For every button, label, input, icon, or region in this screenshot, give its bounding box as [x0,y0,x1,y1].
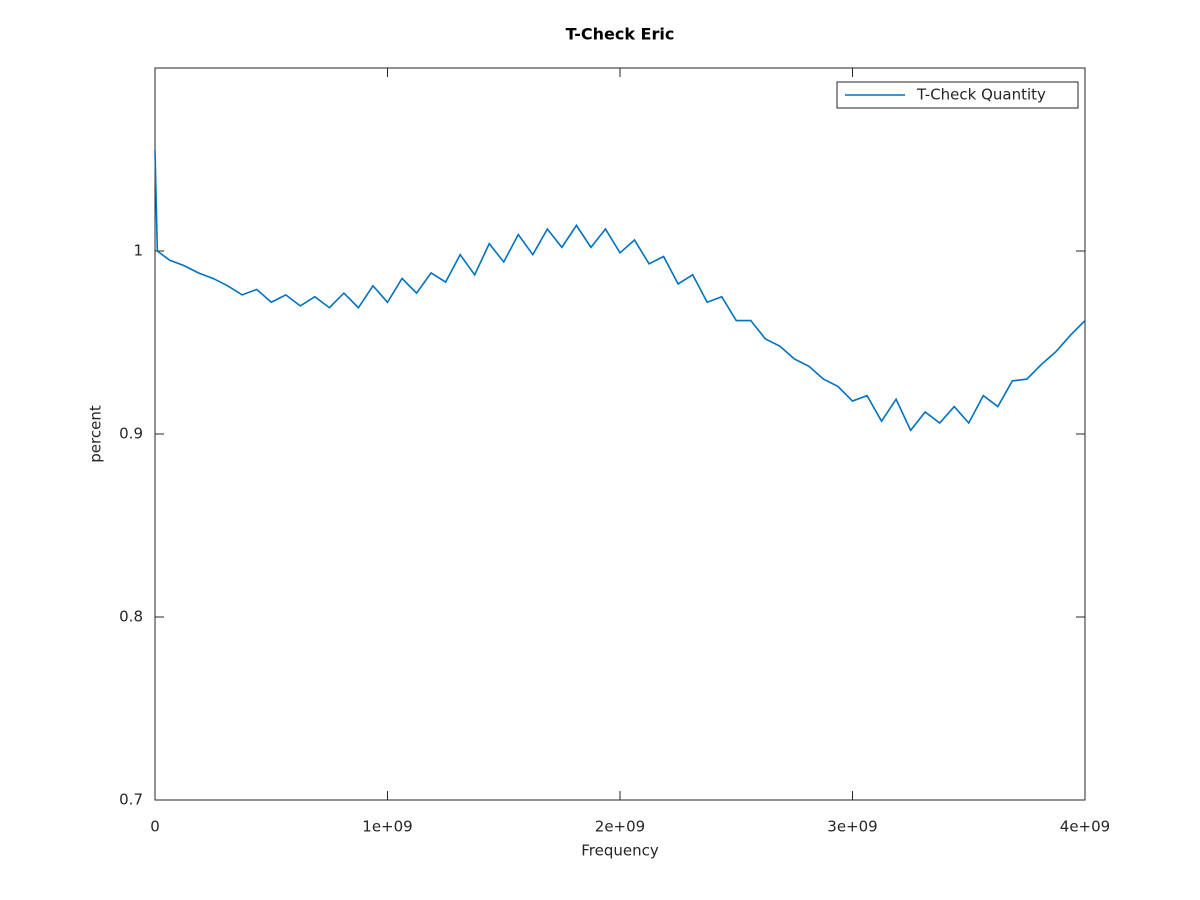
y-tick-label: 0.9 [119,425,143,443]
axes-box [154,67,1086,801]
x-axis-label: Frequency [581,842,659,860]
y-tick-label: 0.8 [119,608,143,626]
chart-title: T-Check Eric [566,25,675,44]
y-axis-label: percent [87,405,105,463]
x-tick-label: 1e+09 [362,818,412,836]
y-tick-label: 0.7 [119,791,143,809]
x-tick-label: 3e+09 [827,818,877,836]
y-tick-label: 1 [133,242,143,260]
x-tick-label: 2e+09 [595,818,645,836]
legend-label: T-Check Quantity [916,86,1046,104]
data-line [154,150,1086,432]
x-tick-label: 4e+09 [1060,818,1110,836]
x-tick-label: 0 [150,818,160,836]
